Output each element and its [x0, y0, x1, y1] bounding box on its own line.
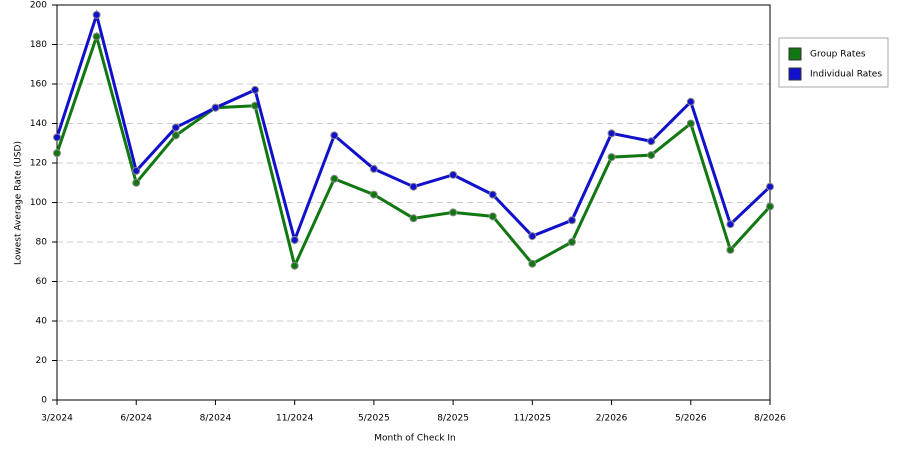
x-tick-label: 8/2026 [754, 414, 786, 424]
data-point [211, 103, 220, 112]
legend-swatch [788, 67, 802, 81]
y-tick-label: 180 [30, 40, 47, 50]
data-point [53, 133, 61, 142]
y-axis-label: Lowest Average Rate (USD) [14, 141, 24, 265]
data-point [567, 238, 576, 246]
x-tick-label: 8/2024 [200, 414, 232, 424]
x-axis-label: Month of Check In [374, 434, 456, 444]
data-point [488, 190, 497, 199]
y-tick-label: 160 [30, 80, 47, 90]
data-point [488, 212, 497, 221]
data-point [726, 245, 735, 254]
x-tick-label: 11/2024 [276, 414, 314, 424]
data-point [132, 178, 141, 187]
data-point [132, 166, 141, 175]
x-tick-label: 8/2025 [437, 414, 469, 424]
data-point [409, 214, 418, 223]
y-tick-label: 80 [36, 238, 48, 248]
data-point [449, 170, 458, 179]
data-point [647, 137, 656, 146]
data-point [686, 97, 695, 106]
data-point [528, 232, 537, 241]
x-tick-label: 6/2024 [120, 414, 152, 424]
data-point [647, 151, 656, 160]
data-point [330, 131, 339, 140]
legend-label: Individual Rates [810, 70, 882, 80]
data-point [92, 32, 101, 41]
x-tick-label: 5/2025 [358, 414, 390, 424]
data-point [726, 220, 735, 229]
y-tick-label: 60 [36, 277, 48, 287]
y-tick-label: 40 [36, 317, 48, 327]
data-point [449, 208, 458, 217]
data-point [369, 164, 378, 173]
y-tick-label: 200 [30, 1, 47, 11]
x-tick-label: 2/2026 [596, 414, 628, 424]
data-point [686, 119, 695, 128]
data-point [766, 182, 774, 191]
x-tick-label: 11/2025 [514, 414, 551, 424]
data-point [369, 190, 378, 199]
data-point [92, 10, 101, 19]
y-tick-label: 120 [30, 159, 47, 169]
legend-label: Group Rates [810, 50, 866, 60]
series-line [55, 31, 772, 271]
data-point [53, 149, 61, 158]
data-point [607, 153, 616, 162]
data-point [528, 259, 537, 268]
plot-frame [56, 4, 771, 401]
legend-swatch [788, 47, 802, 61]
y-tick-label: 20 [36, 356, 48, 366]
data-point [251, 85, 260, 94]
data-point [567, 216, 576, 225]
y-tick-label: 0 [41, 396, 47, 406]
data-point [766, 202, 774, 211]
data-point [290, 261, 299, 270]
data-point [330, 174, 339, 183]
data-point [171, 131, 180, 140]
x-tick-label: 3/2024 [41, 414, 73, 424]
series-line [55, 9, 772, 245]
data-point [409, 182, 418, 191]
x-tick-label: 5/2026 [675, 414, 707, 424]
data-point [607, 129, 616, 138]
data-point [290, 236, 299, 245]
y-tick-label: 140 [30, 119, 47, 129]
data-point [171, 123, 180, 132]
y-tick-label: 100 [30, 198, 47, 208]
